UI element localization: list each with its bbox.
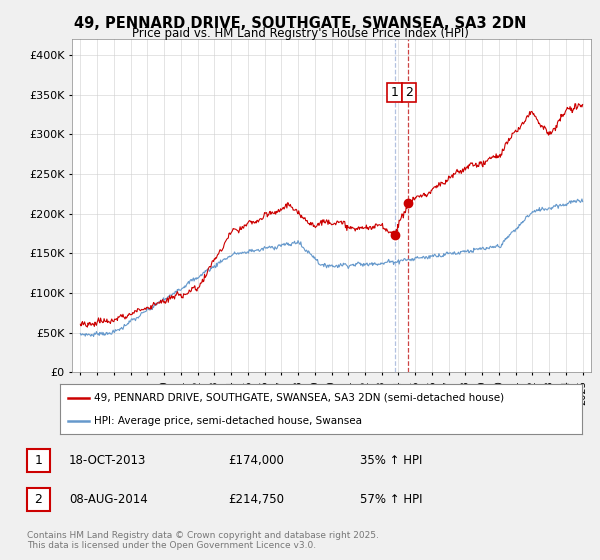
Text: 49, PENNARD DRIVE, SOUTHGATE, SWANSEA, SA3 2DN: 49, PENNARD DRIVE, SOUTHGATE, SWANSEA, S… [74,16,526,31]
Text: 1: 1 [34,454,43,467]
Text: 57% ↑ HPI: 57% ↑ HPI [360,493,422,506]
Text: 2: 2 [405,86,413,99]
Text: 1: 1 [391,86,398,99]
Text: 2: 2 [34,493,43,506]
Text: HPI: Average price, semi-detached house, Swansea: HPI: Average price, semi-detached house,… [94,417,362,426]
Text: £174,000: £174,000 [228,454,284,467]
Text: 08-AUG-2014: 08-AUG-2014 [69,493,148,506]
Text: 35% ↑ HPI: 35% ↑ HPI [360,454,422,467]
Text: 18-OCT-2013: 18-OCT-2013 [69,454,146,467]
Text: 49, PENNARD DRIVE, SOUTHGATE, SWANSEA, SA3 2DN (semi-detached house): 49, PENNARD DRIVE, SOUTHGATE, SWANSEA, S… [94,393,504,403]
Text: £214,750: £214,750 [228,493,284,506]
Text: Price paid vs. HM Land Registry's House Price Index (HPI): Price paid vs. HM Land Registry's House … [131,27,469,40]
Text: Contains HM Land Registry data © Crown copyright and database right 2025.
This d: Contains HM Land Registry data © Crown c… [27,531,379,550]
